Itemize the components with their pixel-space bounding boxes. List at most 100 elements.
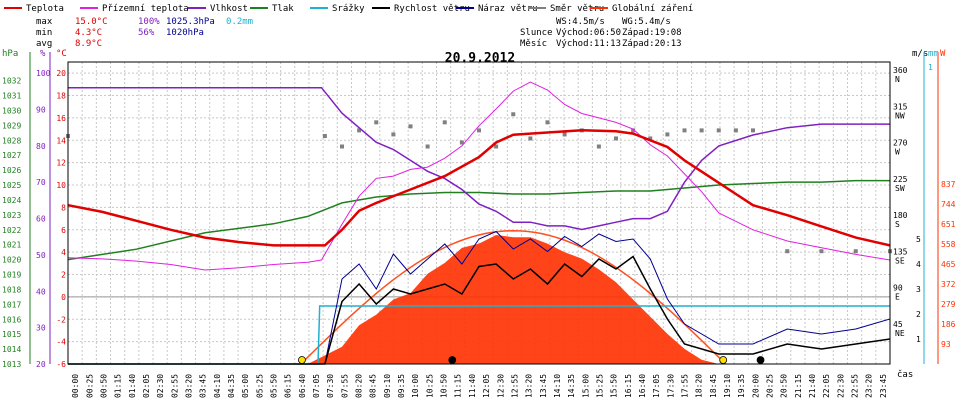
solar-radiation-area — [307, 235, 719, 364]
ground-temperature-line — [67, 81, 891, 271]
direction-tick: 45 — [893, 320, 903, 329]
solar-tick: 744 — [941, 200, 956, 209]
x-tick-label: 13:20 — [525, 374, 534, 398]
wind-direction-point — [477, 128, 481, 133]
humidity-tick: 100 — [36, 69, 51, 78]
x-tick-label: 20:50 — [780, 374, 789, 398]
pressure-tick: 1018 — [2, 285, 21, 294]
wind-direction-point — [682, 128, 687, 133]
stat-text: Východ:11:13 — [556, 39, 621, 49]
x-tick-label: 10:00 — [411, 374, 420, 398]
stat-text: Východ:06:50 — [556, 28, 621, 38]
pressure-line — [67, 179, 890, 261]
wind-direction-point — [425, 144, 430, 149]
right-axes: m/s mm W1234519318627937246555865174483745… — [893, 49, 956, 364]
temperature-tick: 18 — [56, 92, 66, 101]
x-tick-label: 17:05 — [652, 374, 661, 398]
pressure-tick: 1013 — [2, 360, 21, 369]
stat-text: 100% — [138, 17, 160, 27]
legend-label: Náraz větru — [478, 4, 538, 14]
plot-frame — [67, 61, 891, 365]
pressure-tick: 1027 — [2, 151, 21, 160]
x-tick-label: 16:40 — [638, 374, 647, 398]
x-tick-label: 15:25 — [595, 374, 604, 398]
x-tick-label: 09:35 — [397, 374, 406, 398]
stat-text: Západ:20:13 — [622, 39, 682, 49]
direction-tick: 270 — [893, 139, 908, 148]
x-tick-label: 06:15 — [284, 374, 293, 398]
x-tick-label: 20:25 — [766, 374, 775, 398]
wind-direction-point — [494, 144, 499, 149]
x-tick-label: 22:05 — [822, 374, 831, 398]
pressure-tick: 1026 — [2, 166, 21, 175]
axis-unit-rain: mm — [928, 49, 939, 59]
legend-label: Přízemní teplota — [102, 4, 189, 14]
x-tick-label: 07:30 — [326, 374, 335, 398]
direction-tick: 225 — [893, 175, 908, 184]
x-tick-label: 15:00 — [581, 374, 590, 398]
stat-text: Slunce — [520, 28, 553, 38]
direction-tick: 180 — [893, 211, 908, 220]
x-tick-label: 21:40 — [808, 374, 817, 398]
pressure-tick: 1030 — [2, 106, 21, 115]
temperature-tick: -6 — [56, 360, 66, 369]
temperature-tick: 12 — [56, 159, 66, 168]
x-tick-label: 02:05 — [142, 374, 151, 398]
stat-text: WS:4.5m/s — [556, 17, 605, 27]
direction-tick: 135 — [893, 247, 908, 256]
x-tick-label: 18:20 — [695, 374, 704, 398]
plot-area — [66, 61, 892, 365]
direction-tick-label: SE — [895, 256, 905, 265]
grid — [67, 62, 891, 365]
sunset-marker — [719, 356, 728, 364]
x-tick-label: 10:50 — [440, 374, 449, 398]
wind-direction-point — [322, 134, 327, 139]
wind-tick: 1 — [916, 335, 921, 344]
x-tick-label: 11:15 — [454, 374, 463, 398]
humidity-tick: 60 — [36, 215, 46, 224]
wind-direction-point — [665, 132, 670, 137]
legend-label: Tlak — [272, 4, 294, 14]
wind-direction-point — [853, 249, 858, 254]
legend: Teplota Přízemní teplota Vlhkost Tlak Srážky… — [4, 4, 693, 14]
x-tick-label: 12:05 — [482, 374, 491, 398]
wind-direction-point — [631, 128, 636, 133]
pressure-tick: 1019 — [2, 271, 21, 280]
direction-tick-label: SW — [895, 184, 905, 193]
pressure-tick: 1020 — [2, 256, 21, 265]
wind-direction-point — [442, 120, 447, 125]
temperature-tick: -2 — [56, 315, 66, 324]
sunrise-marker — [298, 356, 306, 364]
stat-text: max — [36, 17, 53, 27]
direction-tick: 315 — [893, 102, 908, 111]
stats-panel: max 15.0°C 100% 1025.3hPa 0.2mm min 4.3°C 56% 10… — [36, 17, 682, 49]
pressure-tick: 1016 — [2, 315, 21, 324]
wind-speed-line — [68, 255, 891, 365]
x-tick-label: 01:15 — [114, 374, 123, 398]
stat-text: 4.3°C — [75, 28, 102, 38]
x-tick-label: 07:05 — [312, 374, 321, 398]
x-tick-label: 03:20 — [184, 374, 193, 398]
x-tick-label: 08:20 — [355, 374, 364, 398]
humidity-tick: 20 — [36, 360, 46, 369]
x-tick-label: 08:45 — [369, 374, 378, 398]
x-tick-label: 09:10 — [383, 374, 392, 398]
direction-tick-label: W — [895, 148, 900, 157]
wind-gust-line — [68, 230, 891, 365]
humidity-line — [68, 86, 890, 231]
wind-direction-point — [545, 120, 550, 125]
x-tick-label: 23:20 — [865, 374, 874, 398]
axis-unit-wind: m/s — [912, 49, 928, 59]
temperature-tick: 0 — [61, 293, 66, 302]
x-tick-label: 14:10 — [553, 374, 562, 398]
humidity-tick: 50 — [36, 251, 46, 260]
solar-tick: 651 — [941, 220, 956, 229]
x-tick-label: 20:00 — [751, 374, 760, 398]
temperature-tick: -4 — [56, 338, 66, 347]
wind-direction-point — [699, 128, 704, 133]
wind-direction-point — [819, 249, 824, 254]
temperature-tick: 14 — [56, 136, 66, 145]
stat-text: 56% — [138, 28, 155, 38]
left-axes: hPa% °C1013101410151016101710181019102010… — [2, 49, 67, 369]
